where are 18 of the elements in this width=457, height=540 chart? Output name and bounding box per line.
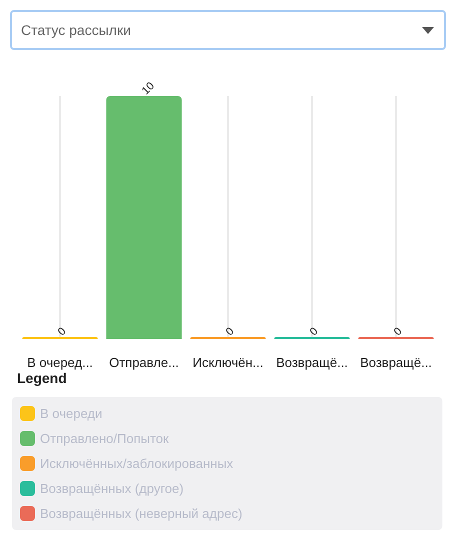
legend-label: Возвращённых (другое) [40,481,184,496]
x-tick-label: Отправле... [109,355,179,370]
data-label: 0 [308,325,321,338]
data-label: 0 [224,325,237,338]
dropdown-field: Статус рассылки [10,10,446,50]
legend-label: Отправлено/Попыток [40,431,170,446]
legend-title: Legend [17,370,67,386]
x-tick-label: Исключён... [192,355,264,370]
legend-label: Возвращённых (неверный адрес) [40,506,242,521]
x-tick-label: Возвращё... [360,355,432,370]
x-tick-label: В очеред... [27,355,93,370]
legend-label: Исключённых/заблокированных [40,456,234,471]
chart-title: Статус рассылки [21,21,131,39]
data-label: 0 [56,325,69,338]
data-label: 0 [392,325,405,338]
data-label: 10 [140,80,157,98]
x-tick-label: Возвращё... [276,355,348,370]
legend-label: В очереди [40,406,102,421]
